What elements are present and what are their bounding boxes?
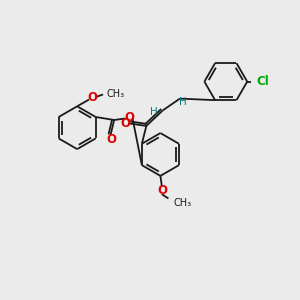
Text: H: H: [151, 107, 158, 117]
Text: H: H: [179, 97, 187, 106]
Text: O: O: [106, 133, 116, 146]
Text: CH₃: CH₃: [173, 198, 191, 208]
Text: O: O: [121, 117, 130, 130]
Text: O: O: [158, 184, 167, 196]
Text: O: O: [124, 111, 134, 124]
Text: O: O: [87, 92, 97, 104]
Text: CH₃: CH₃: [107, 89, 125, 99]
Text: Cl: Cl: [257, 75, 269, 88]
